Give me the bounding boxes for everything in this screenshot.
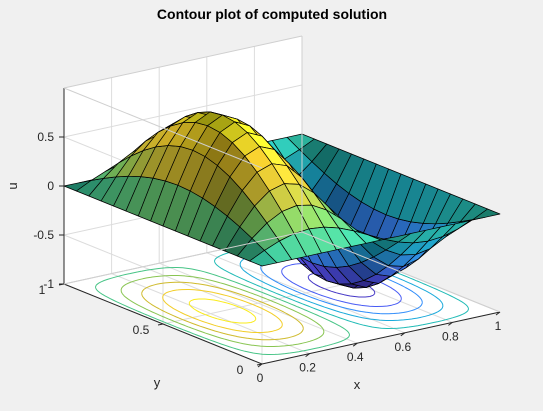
x-tick-label: 1 bbox=[495, 319, 502, 333]
z-axis-label: u bbox=[5, 182, 20, 189]
z-tick-label: 0.5 bbox=[37, 130, 54, 144]
y-tick-label: 0.5 bbox=[133, 323, 150, 337]
x-tick-label: 0.4 bbox=[347, 350, 364, 364]
y-tick-label: 0 bbox=[237, 363, 244, 377]
chart-title: Contour plot of computed solution bbox=[157, 6, 387, 22]
z-tick-label: -1 bbox=[43, 277, 54, 291]
z-tick-label: 0 bbox=[47, 179, 54, 193]
z-tick-label: -0.5 bbox=[33, 228, 54, 242]
x-tick-label: 0.2 bbox=[299, 361, 316, 375]
x-tick-label: 0 bbox=[257, 371, 264, 385]
x-tick-label: 0.6 bbox=[394, 340, 411, 354]
x-tick-label: 0.8 bbox=[442, 329, 459, 343]
x-axis-label: x bbox=[354, 377, 361, 392]
y-axis-label: y bbox=[154, 375, 161, 390]
